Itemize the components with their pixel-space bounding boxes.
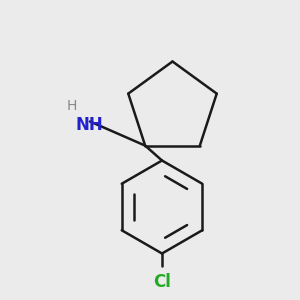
- Text: NH: NH: [76, 116, 104, 134]
- Text: Cl: Cl: [153, 273, 171, 291]
- Text: H: H: [67, 100, 77, 113]
